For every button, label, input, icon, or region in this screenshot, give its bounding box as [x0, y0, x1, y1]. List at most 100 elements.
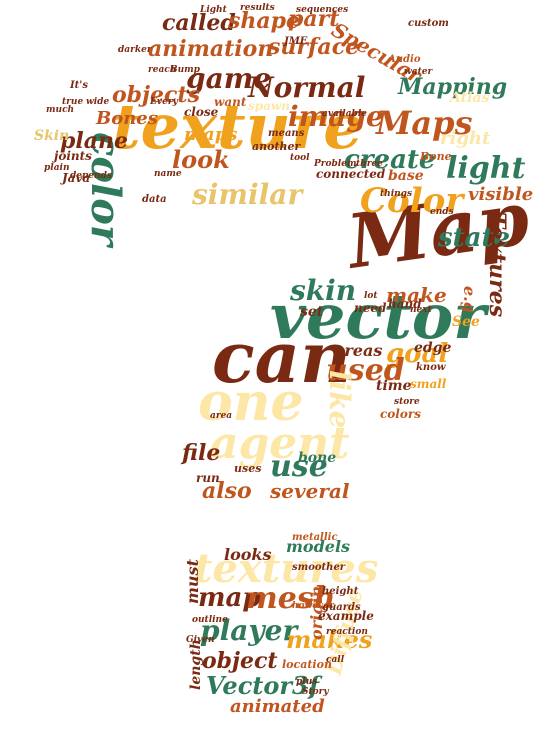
- word-need: need: [354, 301, 387, 315]
- word-given: Given: [186, 635, 215, 645]
- word-know: know: [416, 362, 446, 373]
- word-animation: animation: [148, 36, 273, 62]
- word-three: three: [356, 159, 383, 169]
- word-available: available: [322, 109, 367, 119]
- word-connected: connected: [316, 167, 386, 181]
- word-close: close: [184, 105, 219, 119]
- word-called: called: [162, 10, 236, 36]
- word-texture: texture: [112, 90, 363, 163]
- word-vector3f: Vector3f: [206, 671, 323, 700]
- word-set: set: [300, 304, 324, 320]
- word-area: area: [210, 411, 232, 421]
- word-height: height: [322, 586, 359, 597]
- word-wide: wide: [86, 97, 109, 107]
- word-see: See: [452, 314, 480, 330]
- word-lot: lot: [364, 291, 378, 301]
- word-color: color: [82, 132, 129, 249]
- word-much: much: [46, 105, 74, 115]
- word-makes: makes: [286, 625, 373, 654]
- word-similar: similar: [191, 178, 304, 211]
- word-areas: areas: [334, 341, 382, 360]
- word-must: must: [183, 558, 202, 604]
- word-used: used: [326, 353, 405, 388]
- word-water: water: [404, 67, 433, 77]
- word-means: means: [268, 128, 305, 139]
- word-tool: tool: [290, 153, 310, 163]
- word-problem: Problem: [313, 159, 356, 169]
- word-shape: shape: [227, 8, 300, 34]
- word-use: use: [270, 449, 328, 484]
- word-textures-bottom: textures: [194, 545, 378, 592]
- word-animated: animated: [230, 696, 325, 717]
- word-want: want: [214, 95, 247, 109]
- word-reaction: reaction: [326, 627, 368, 637]
- word-atlas: Atlas: [448, 90, 489, 106]
- word-store: store: [394, 397, 420, 407]
- word-java: Java: [60, 171, 90, 185]
- word-map-small: map: [198, 583, 261, 613]
- word-right: right: [440, 128, 491, 149]
- word-vector: vector: [270, 280, 490, 353]
- word-make: make: [386, 283, 447, 307]
- word-sequences: sequences: [296, 5, 348, 15]
- word-surface: surface: [267, 34, 359, 60]
- word-one: one: [198, 372, 304, 433]
- word-look: look: [172, 145, 230, 174]
- word-its: It's: [69, 80, 88, 91]
- word-textures-side: Textures: [484, 212, 510, 317]
- word-color2: Color: [360, 181, 465, 221]
- word-plus: plus: [296, 677, 317, 687]
- word-every: Every: [149, 97, 179, 107]
- word-next: next: [410, 305, 433, 315]
- word-goal: goal: [386, 339, 448, 369]
- word-uses: uses: [234, 462, 261, 475]
- word-depends: depends: [70, 171, 112, 181]
- word-bones: Bones: [95, 108, 158, 129]
- word-audio: Audio: [387, 54, 421, 65]
- word-mapping: Mapping: [397, 74, 507, 100]
- word-object: object: [202, 648, 278, 674]
- word-outline: outline: [192, 615, 228, 625]
- word-image: image: [288, 100, 384, 133]
- word-mesh: mesh: [246, 581, 336, 616]
- word-true: true: [62, 97, 83, 107]
- word-bone: bone: [298, 450, 336, 466]
- word-also: also: [202, 478, 252, 504]
- word-skin2: Skin: [34, 128, 69, 144]
- word-skin: skin: [289, 274, 356, 307]
- word-maps: Maps: [375, 104, 473, 142]
- word-normal: Normal: [247, 71, 365, 104]
- word-things: things: [380, 189, 412, 199]
- word-plane: plane: [60, 128, 128, 154]
- word-base: base: [388, 168, 424, 184]
- word-create: create: [344, 145, 435, 175]
- word-time: time: [376, 378, 412, 394]
- word-however: however: [292, 601, 335, 611]
- word-metallic: metallic: [292, 532, 338, 543]
- word-light2: Light: [199, 5, 228, 15]
- word-run: run: [196, 471, 220, 485]
- word-origin: origin: [307, 586, 326, 640]
- word-bone2: Bone: [419, 150, 452, 163]
- word-part: part: [288, 6, 339, 32]
- word-edge: edge: [414, 340, 451, 356]
- word-jme: JME: [282, 36, 308, 47]
- word-several: several: [269, 479, 350, 503]
- word-reach: reach: [148, 65, 176, 75]
- word-eg: e.g: [460, 286, 479, 313]
- word-visible: visible: [468, 184, 533, 205]
- word-models: models: [286, 537, 350, 556]
- word-call: call: [326, 655, 345, 665]
- word-game: game: [186, 62, 271, 95]
- word-location: location: [282, 658, 332, 671]
- word-length: length: [188, 639, 204, 690]
- word-darker: darker: [118, 45, 153, 55]
- word-name: name: [154, 169, 182, 179]
- word-agent: agent: [210, 418, 350, 469]
- word-small: small: [410, 377, 447, 391]
- word-can: can: [212, 316, 351, 399]
- word-state: state: [437, 223, 510, 253]
- word-guards: guards: [322, 602, 361, 613]
